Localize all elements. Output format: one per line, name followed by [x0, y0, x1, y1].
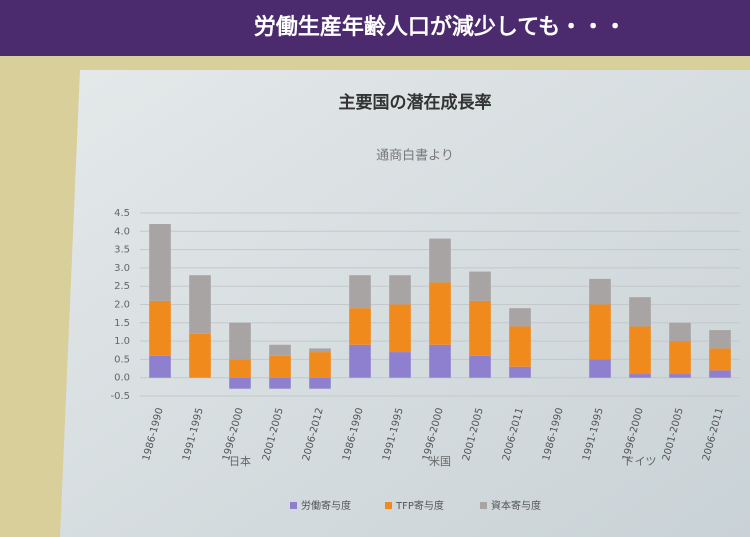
bar-segment — [589, 304, 611, 360]
bar-segment — [509, 366, 531, 378]
bar-segment — [229, 322, 251, 360]
bar-segment — [429, 282, 451, 345]
slide-title: 労働生産年齢人口が減少しても・・・ — [254, 14, 626, 40]
bar-segment — [309, 348, 331, 353]
y-tick-label: 1.5 — [114, 318, 130, 329]
bar-segment — [149, 355, 171, 378]
bar-segment — [189, 275, 211, 334]
bar-segment — [149, 223, 171, 301]
y-tick-label: 2.5 — [114, 281, 130, 292]
y-tick-label: 2.0 — [114, 300, 130, 311]
y-tick-label: 3.5 — [114, 245, 130, 256]
bar-segment — [629, 374, 651, 378]
bar-segment — [589, 359, 611, 378]
bar-segment — [709, 330, 731, 349]
chart-subtitle: 通商白書より — [376, 148, 454, 164]
group-label: ドイツ — [624, 455, 657, 468]
bar-segment — [469, 355, 491, 378]
bar-segment — [389, 352, 411, 378]
bar-segment — [269, 377, 291, 389]
bar-segment — [309, 352, 331, 378]
slide-header — [0, 0, 750, 56]
bar-segment — [469, 300, 491, 356]
bar-segment — [669, 374, 691, 378]
bar-segment — [389, 275, 411, 305]
bar-segment — [229, 377, 251, 389]
legend-swatch — [290, 502, 297, 509]
bar-segment — [349, 308, 371, 345]
y-tick-label: 0.5 — [114, 354, 130, 365]
bar-segment — [669, 322, 691, 342]
bar-segment — [709, 348, 731, 371]
bar-segment — [629, 326, 651, 375]
y-tick-label: 4.5 — [114, 208, 130, 219]
bar-segment — [669, 341, 691, 375]
group-label: 日本 — [229, 454, 251, 468]
legend-label: 労働寄与度 — [301, 499, 351, 512]
bar-segment — [389, 304, 411, 353]
bar-segment — [469, 271, 491, 301]
y-tick-label: 0.0 — [114, 373, 130, 384]
bar-segment — [149, 300, 171, 356]
bar-segment — [349, 344, 371, 378]
bar-segment — [709, 370, 731, 378]
bar-segment — [429, 344, 451, 378]
y-tick-label: 4.0 — [114, 226, 130, 237]
chart-title: 主要国の潜在成長率 — [339, 92, 492, 113]
bar-segment — [509, 308, 531, 327]
legend-label: TFP寄与度 — [395, 499, 444, 512]
legend-swatch — [480, 502, 487, 509]
bar-segment — [509, 326, 531, 367]
bar-segment — [229, 359, 251, 378]
bar-segment — [189, 333, 211, 378]
bar-segment — [629, 297, 651, 327]
legend-label: 資本寄与度 — [491, 499, 541, 512]
y-tick-label: -0.5 — [110, 391, 130, 402]
bar-segment — [269, 344, 291, 356]
bar-segment — [269, 355, 291, 378]
y-tick-label: 1.0 — [114, 336, 130, 347]
y-tick-label: 3.0 — [114, 263, 130, 274]
bar-segment — [429, 238, 451, 283]
group-label: 米国 — [429, 455, 451, 468]
bar-segment — [309, 377, 331, 389]
legend-swatch — [385, 502, 392, 509]
bar-segment — [349, 275, 371, 309]
bar-segment — [589, 278, 611, 305]
